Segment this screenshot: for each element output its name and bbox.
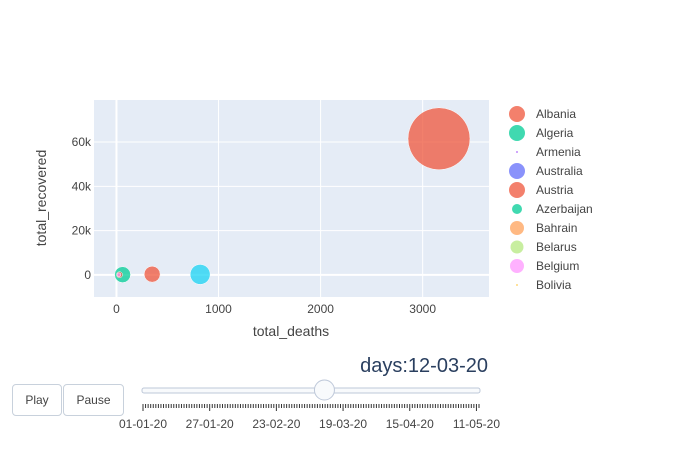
play-button[interactable]: Play (12, 384, 62, 416)
slider-date-label: 19-03-20 (319, 417, 367, 431)
grid-lines (94, 100, 489, 297)
data-point[interactable] (407, 107, 471, 170)
legend-marker[interactable] (510, 259, 524, 273)
legend-label[interactable]: Bahrain (536, 221, 577, 235)
legend-marker[interactable] (516, 284, 518, 286)
x-tick-labels: 0 1000 2000 3000 (113, 302, 436, 316)
x-tick-label: 2000 (307, 302, 334, 316)
x-axis-title: total_deaths (253, 323, 329, 339)
data-points (114, 107, 471, 285)
legend-marker[interactable] (512, 204, 522, 214)
slider-date-label: 23-02-20 (252, 417, 300, 431)
legend-label[interactable]: Azerbaijan (536, 202, 593, 216)
pause-button[interactable]: Pause (63, 384, 124, 416)
slider-date-labels: 01-01-20 27-01-20 23-02-20 19-03-20 15-04-20… (119, 417, 500, 431)
legend: Albania Algeria Armenia Australia Austria Aze… (509, 106, 593, 292)
legend-label[interactable]: Australia (536, 164, 583, 178)
y-tick-label: 60k (72, 135, 92, 149)
slider-date-label: 11-05-20 (453, 417, 500, 431)
y-tick-label: 20k (72, 224, 92, 238)
legend-marker[interactable] (509, 182, 525, 198)
legend-label[interactable]: Austria (536, 183, 574, 197)
slider-date-label: 15-04-20 (386, 417, 434, 431)
x-tick-label: 0 (113, 302, 120, 316)
legend-marker[interactable] (509, 163, 525, 179)
y-axis-title: total_recovered (33, 150, 49, 247)
data-point[interactable] (143, 265, 161, 283)
y-tick-label: 40k (72, 179, 92, 193)
slider-date-label: 27-01-20 (186, 417, 234, 431)
legend-marker[interactable] (510, 221, 524, 235)
legend-label[interactable]: Algeria (536, 126, 574, 140)
slider-rail[interactable] (141, 387, 481, 394)
data-point[interactable] (116, 272, 122, 278)
legend-label[interactable]: Bolivia (536, 278, 572, 292)
y-tick-label: 0 (84, 268, 91, 282)
legend-marker[interactable] (510, 240, 524, 254)
slider-handle[interactable] (313, 379, 335, 401)
slider-date-label: 01-01-20 (119, 417, 167, 431)
current-frame-label: days:12-03-20 (360, 355, 488, 377)
legend-marker[interactable] (509, 106, 525, 122)
legend-label[interactable]: Belarus (536, 240, 577, 254)
y-tick-labels: 0 20k 40k 60k (72, 135, 92, 282)
slider-ticks (142, 404, 480, 411)
legend-label[interactable]: Belgium (536, 259, 579, 273)
x-tick-label: 3000 (409, 302, 436, 316)
legend-label[interactable]: Armenia (536, 145, 581, 159)
legend-label[interactable]: Albania (536, 107, 576, 121)
x-tick-label: 1000 (205, 302, 232, 316)
legend-marker[interactable] (516, 151, 518, 153)
legend-marker[interactable] (509, 125, 525, 141)
data-point[interactable] (189, 264, 211, 285)
